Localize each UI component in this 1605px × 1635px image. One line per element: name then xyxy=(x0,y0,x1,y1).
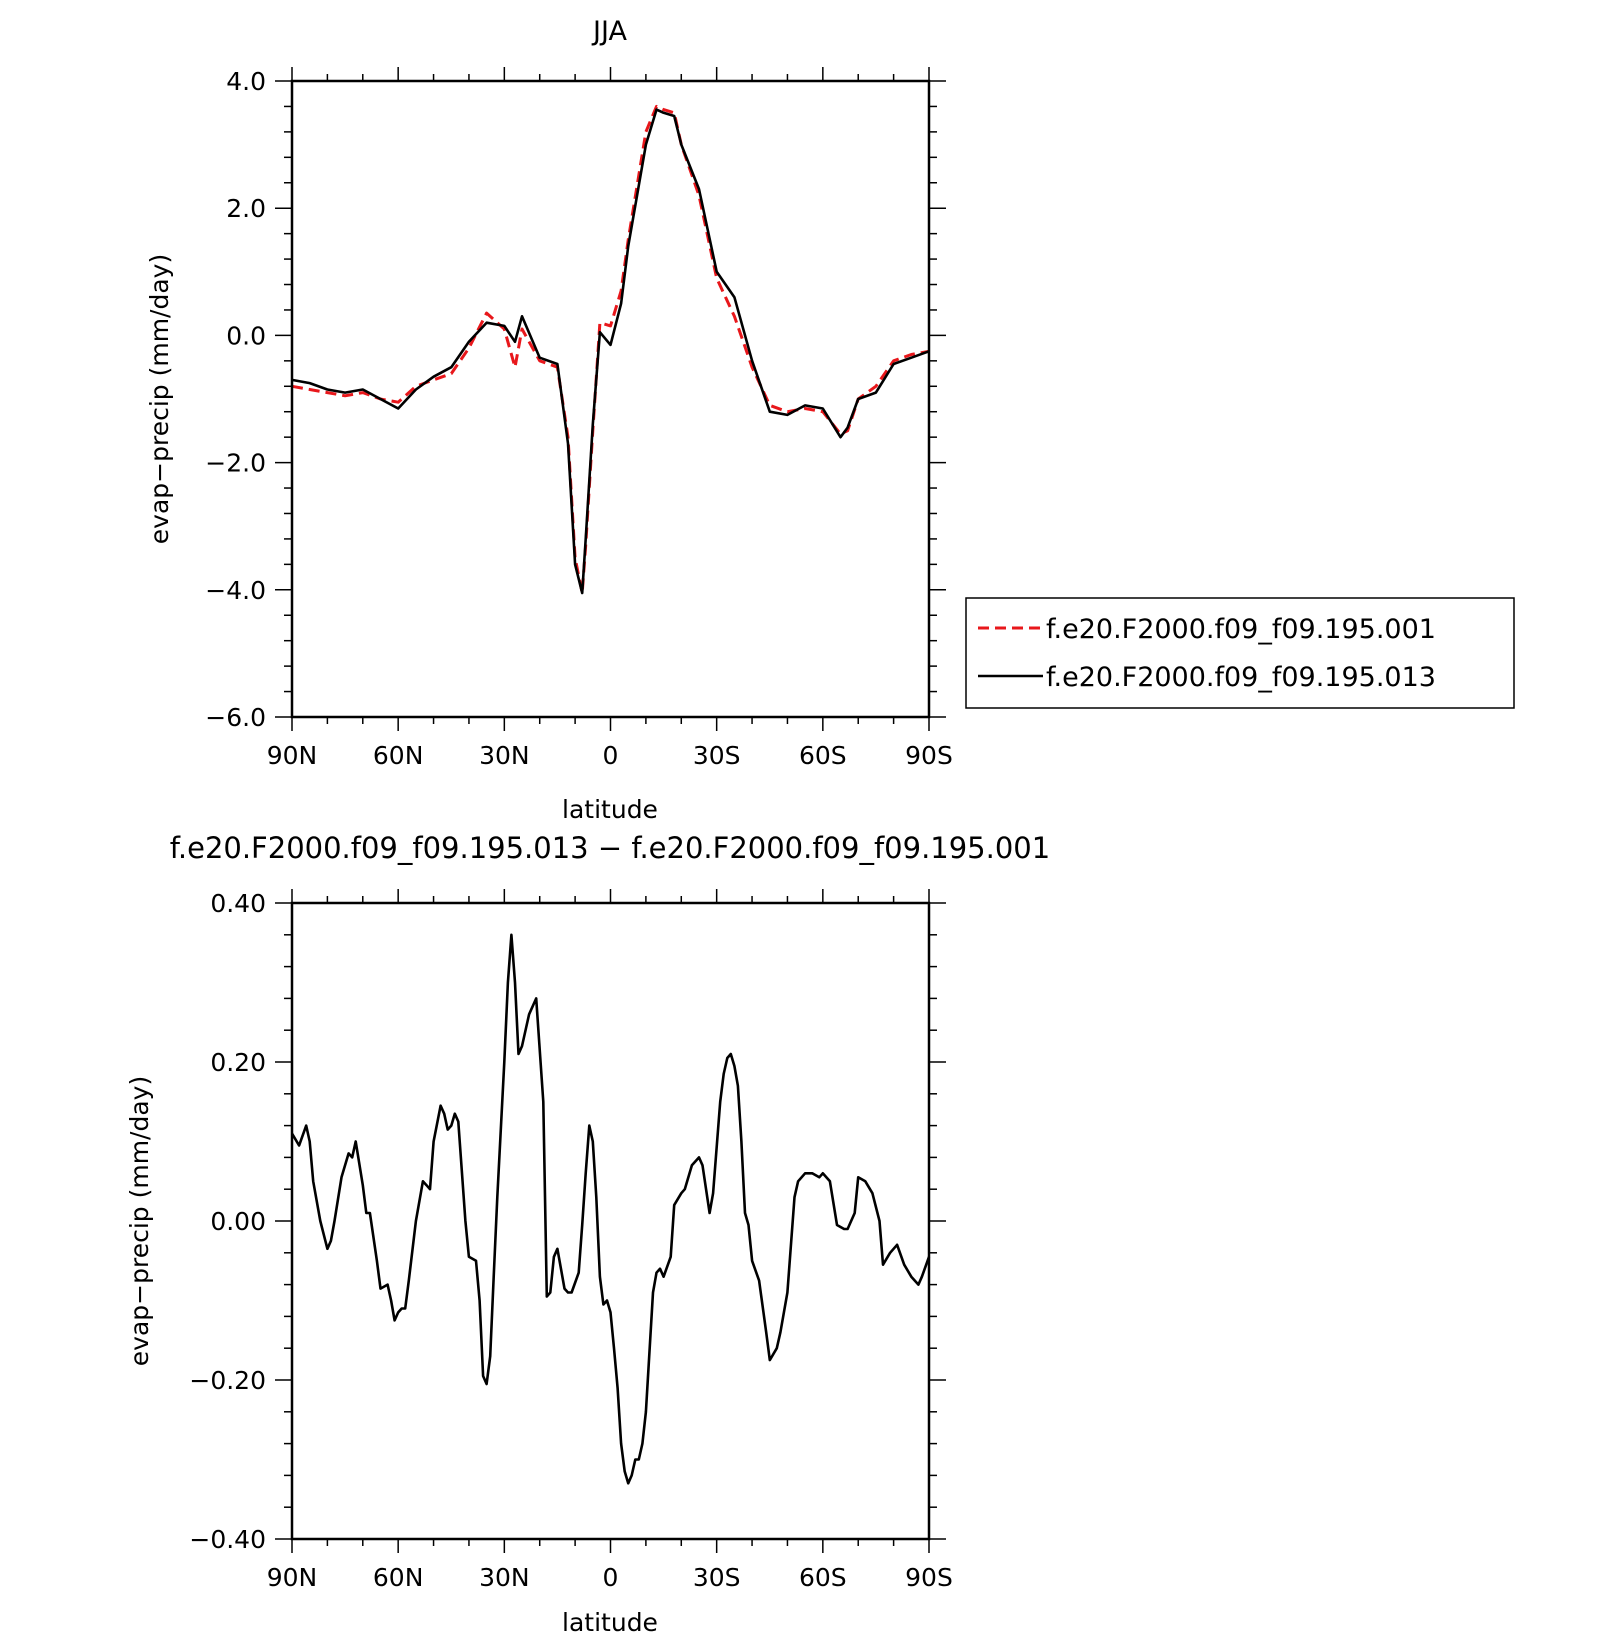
tick-marks xyxy=(275,889,946,1553)
y-tick-label: 0.40 xyxy=(210,889,266,918)
x-tick-label: 90N xyxy=(267,1563,318,1592)
x-tick-label: 60S xyxy=(799,741,847,770)
series-lines xyxy=(291,104,930,595)
x-tick-label: 90N xyxy=(267,741,318,770)
legend: f.e20.F2000.f09_f09.195.001 f.e20.F2000.… xyxy=(965,597,1515,709)
y-tick-label: −4.0 xyxy=(205,576,266,605)
x-tick-label: 0 xyxy=(603,1563,619,1592)
x-tick-labels: 90N 60N 30N 0 30S 60S 90S xyxy=(267,1563,953,1592)
series-lines xyxy=(290,933,931,1485)
y-tick-label: −0.40 xyxy=(189,1525,266,1554)
y-tick-label: −0.20 xyxy=(189,1366,266,1395)
x-tick-label: 90S xyxy=(905,741,953,770)
legend-label-series-2: f.e20.F2000.f09_f09.195.013 xyxy=(1046,662,1436,693)
x-tick-labels: 90N 60N 30N 0 30S 60S 90S xyxy=(267,741,953,770)
series-line-1 xyxy=(291,104,930,595)
x-tick-label: 30S xyxy=(693,1563,741,1592)
x-tick-label: 0 xyxy=(603,741,619,770)
x-tick-label: 60N xyxy=(373,741,424,770)
plot-frame xyxy=(290,901,931,1541)
y-tick-label: 2.0 xyxy=(226,194,266,223)
y-tick-labels: 0.40 0.20 0.00 −0.20 −0.40 xyxy=(189,889,266,1554)
x-axis-label: latitude xyxy=(562,1608,658,1635)
chart-jja: JJA 4.0 2.0 0.0 −2.0 −4.0 −6.0 90N 60N 30N 0 30S 6… xyxy=(145,16,1515,824)
series-line-2 xyxy=(291,108,930,595)
x-tick-label: 30S xyxy=(693,741,741,770)
y-axis-label: evap−precip (mm/day) xyxy=(145,254,174,544)
x-tick-label: 30N xyxy=(479,741,530,770)
x-tick-label: 60N xyxy=(373,1563,424,1592)
y-tick-label: −6.0 xyxy=(205,703,266,732)
x-tick-label: 30N xyxy=(479,1563,530,1592)
legend-label-series-1: f.e20.F2000.f09_f09.195.001 xyxy=(1046,614,1436,645)
y-tick-label: −2.0 xyxy=(205,449,266,478)
legend-box xyxy=(965,597,1515,709)
y-tick-label: 0.00 xyxy=(210,1207,266,1236)
series-line-1 xyxy=(290,933,931,1485)
chart-title: f.e20.F2000.f09_f09.195.013 − f.e20.F200… xyxy=(170,831,1050,865)
tick-marks xyxy=(275,67,946,731)
plot-frame xyxy=(290,79,931,719)
y-tick-label: 0.20 xyxy=(210,1048,266,1077)
x-tick-label: 60S xyxy=(799,1563,847,1592)
y-axis-label: evap−precip (mm/day) xyxy=(125,1076,154,1366)
chart-difference: f.e20.F2000.f09_f09.195.013 − f.e20.F200… xyxy=(125,831,1050,1635)
x-tick-label: 90S xyxy=(905,1563,953,1592)
chart-title: JJA xyxy=(591,16,627,47)
x-axis-label: latitude xyxy=(562,795,658,824)
y-tick-label: 0.0 xyxy=(226,321,266,350)
y-tick-labels: 4.0 2.0 0.0 −2.0 −4.0 −6.0 xyxy=(205,67,266,732)
y-tick-label: 4.0 xyxy=(226,67,266,96)
